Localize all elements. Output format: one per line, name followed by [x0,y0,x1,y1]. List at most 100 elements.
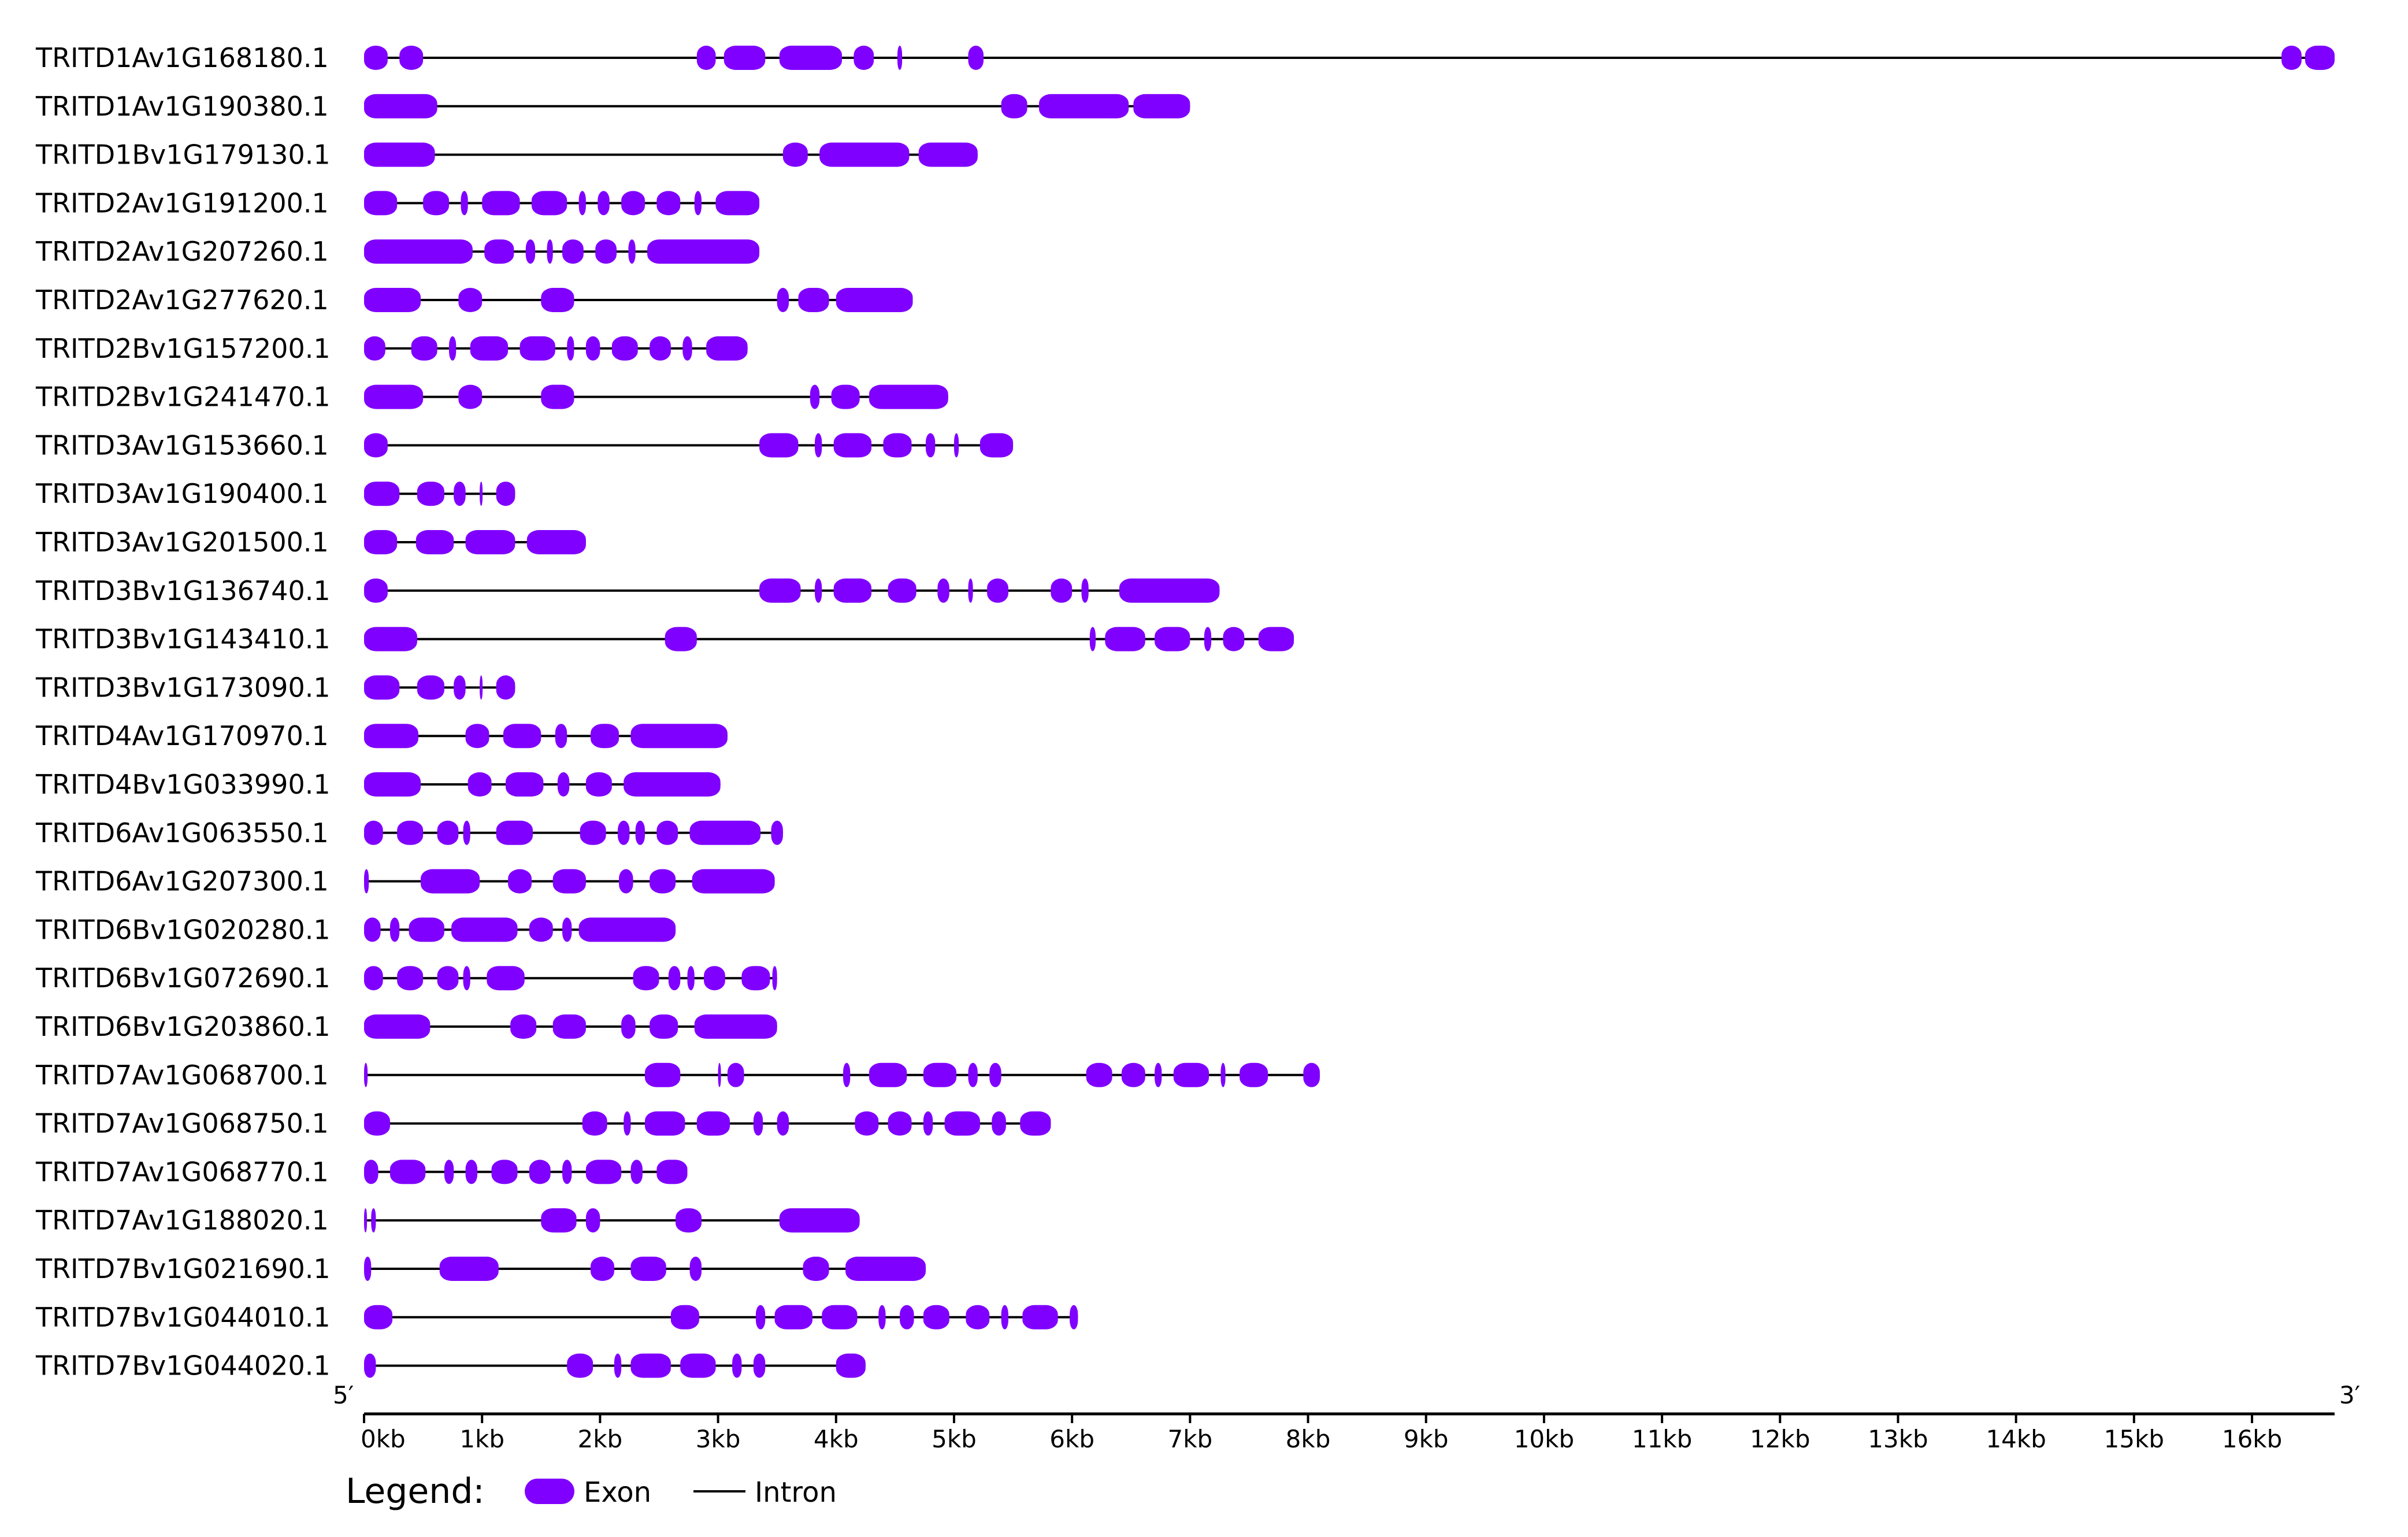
axis-tick-label: 7kb [1167,1425,1212,1453]
exon-block [676,1208,702,1233]
gene-row: TRITD2Av1G191200.1 [35,187,760,218]
exon-block [423,191,450,216]
gene-row: TRITD3Bv1G136740.1 [35,575,1220,606]
exon-block [1173,1062,1209,1087]
exon-block [552,1014,586,1039]
exon-block [491,1160,518,1184]
exon-block [397,820,424,845]
gene-row: TRITD7Bv1G044020.1 [35,1350,866,1382]
axis-tick-label: 0kb [361,1425,406,1453]
axis-ticks: 0kb 1kb 2kb 3kb 4kb 5kb 6kb 7kb 8kb 9kb 10kb 11kb 12… [361,1414,2282,1453]
axis-tick-label: 8kb [1286,1425,1331,1453]
gene-row: TRITD3Bv1G173090.1 [35,672,515,703]
exon-block [364,1305,393,1329]
exon-block [694,1014,777,1039]
exon-block [843,1062,851,1087]
exon-block [621,191,645,216]
exon-block [650,869,676,894]
exon-block [727,1062,744,1087]
exon-block [897,46,903,70]
gene-name-label: TRITD3Bv1G143410.1 [35,624,331,655]
axis-tick-label: 5kb [932,1425,977,1453]
exon-block [883,433,912,458]
exon-block [611,336,638,361]
legend-exon-swatch [525,1479,574,1504]
legend-exon-label: Exon [584,1476,651,1509]
three-prime-label: 3′ [2339,1381,2360,1409]
exon-block [689,820,761,845]
exon-block [687,966,695,991]
exon-block [635,820,645,845]
gene-name-label: TRITD7Av1G068770.1 [35,1156,329,1187]
legend-title: Legend: [346,1471,485,1512]
exon-block [364,917,381,942]
exon-block [644,1062,681,1087]
exon-block [411,336,437,361]
axis-tick-label: 13kb [1868,1425,1928,1453]
exon-block [630,1353,671,1378]
exon-block [694,191,702,216]
exon-block [496,675,515,700]
exon-block [562,239,584,264]
axis-tick-label: 2kb [578,1425,623,1453]
exon-block [585,1160,622,1184]
gene-row: TRITD6Bv1G203860.1 [35,1011,777,1042]
exon-block [364,1062,368,1087]
exon-block [364,627,417,651]
exon-block [529,917,553,942]
exon-block [741,966,770,991]
exon-block [918,142,978,167]
exon-block [525,239,536,264]
exon-block [415,530,454,554]
exon-block [364,530,398,554]
axis-tick-label: 14kb [1986,1425,2046,1453]
exon-block [836,288,913,312]
exon-block [496,482,515,506]
exon-block [968,578,973,603]
gene-name-label: TRITD3Bv1G173090.1 [35,672,331,703]
exon-block [819,142,910,167]
axis-tick-label: 15kb [2104,1425,2164,1453]
gene-name-label: TRITD7Bv1G044020.1 [35,1350,331,1382]
exon-block [463,820,470,845]
exon-block [496,820,533,845]
gene-row: TRITD7Av1G068700.1 [35,1060,1320,1091]
kb-axis: 5′ 3′ 0kb 1kb 2kb 3kb 4kb 5kb 6kb 7kb 8kb 9kb 10kb… [333,1381,2360,1453]
exon-block [444,1160,454,1184]
exon-block [668,966,681,991]
exon-block [706,336,748,361]
exon-block [979,433,1014,458]
exon-block [968,1062,978,1087]
exon-block [966,1305,990,1329]
exon-block [510,1014,537,1039]
exon-block [364,578,388,603]
axis-tick-label: 6kb [1049,1425,1094,1453]
exon-block [1133,94,1190,118]
exon-block [465,1160,478,1184]
exon-block [810,384,820,409]
exon-block [364,336,385,361]
exon-block [777,1111,789,1136]
exon-block [836,1353,866,1378]
exon-block [437,820,459,845]
exon-block [364,772,421,797]
exon-block [656,1160,688,1184]
gene-row: TRITD2Bv1G157200.1 [35,333,748,364]
exon-block [364,46,388,70]
exon-block [585,772,612,797]
gene-rows: TRITD1Av1G168180.1 TRITD1Av1G190380.1 TRIT… [35,42,2335,1382]
exon-block [1204,627,1212,651]
exon-block [2281,46,2302,70]
gene-row: TRITD1Av1G190380.1 [35,91,1190,122]
exon-block [454,675,466,700]
exon-block [364,1353,376,1378]
exon-block [555,724,567,749]
exon-block [670,1305,699,1329]
exon-block [531,191,567,216]
exon-block [1119,578,1220,603]
exon-block [520,336,555,361]
exon-block [364,288,421,312]
exon-block [621,1014,636,1039]
exon-block [1240,1062,1268,1087]
axis-tick-label: 3kb [696,1425,741,1453]
